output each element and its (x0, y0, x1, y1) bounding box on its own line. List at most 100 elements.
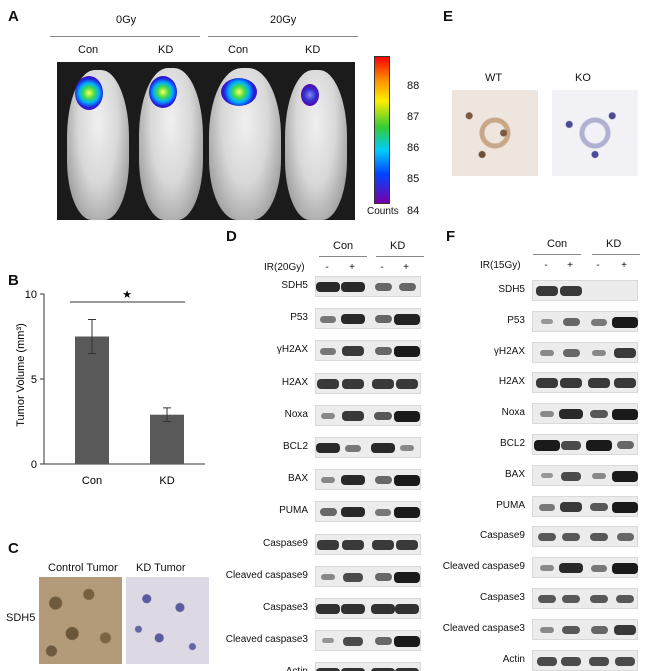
blot-band (340, 314, 366, 325)
blot-row-label: PUMA (279, 505, 308, 517)
panel-label-f: F (446, 228, 456, 245)
blot-strip (315, 340, 421, 362)
colorbar (374, 56, 390, 204)
y-tick-label: 10 (25, 289, 37, 301)
ihc-label-ko: KO (575, 72, 591, 84)
blot-group-con: Con (333, 240, 354, 252)
blot-band (371, 378, 395, 389)
dose-label-0gy: 0Gy (116, 14, 137, 26)
blot-band (320, 316, 336, 324)
dose-label-20gy: 20Gy (270, 14, 297, 26)
blot-band (613, 347, 637, 358)
blot-strip (532, 434, 638, 455)
blot-strip (532, 280, 638, 301)
blot-band (561, 595, 581, 603)
blot-band (535, 286, 559, 296)
blot-band (394, 314, 420, 326)
blot-strip (532, 588, 638, 609)
blot-band (588, 656, 610, 666)
blot-band (395, 378, 419, 389)
blot-band (558, 409, 584, 420)
ihc-col-kd: KD Tumor (136, 562, 186, 574)
blot-band (315, 282, 341, 292)
blot-band (371, 539, 395, 550)
panel-label-b: B (8, 272, 19, 289)
blot-band (394, 507, 420, 519)
blot-strip (315, 437, 421, 458)
blot-band (341, 410, 365, 421)
panel-label-c: C (8, 540, 19, 557)
blot-band (616, 533, 634, 542)
panel-label-a: A (8, 8, 19, 25)
blot-row-label: Caspase3 (262, 602, 308, 613)
blot-band (340, 282, 366, 292)
blot-sign-plus: + (621, 260, 627, 271)
blot-band (560, 656, 582, 666)
blot-band (559, 286, 583, 296)
blot-band (374, 315, 392, 324)
blot-strip (315, 501, 421, 523)
blot-band (612, 563, 638, 575)
panel-label-d: D (226, 228, 237, 245)
x-tick-label-con: Con (82, 475, 102, 487)
blot-band (561, 533, 581, 542)
ihc-ko-lung (552, 90, 638, 176)
blot-band (341, 604, 365, 614)
blot-band (591, 318, 607, 326)
panel-label-e: E (443, 8, 454, 25)
blot-band (316, 604, 340, 614)
blot-strip (315, 372, 421, 394)
blot-group-kd: KD (606, 238, 622, 250)
significance-star: ★ (122, 288, 132, 301)
blot-strip (532, 341, 638, 363)
blot-band (589, 533, 609, 542)
blot-row-label: BCL2 (499, 438, 525, 449)
blot-sign-plus: + (349, 262, 355, 273)
blot-band (586, 440, 612, 451)
blot-band (591, 565, 607, 573)
blot-band (559, 378, 583, 389)
blot-band (342, 637, 364, 647)
blot-band (321, 573, 335, 580)
blot-band (589, 595, 609, 603)
blot-strip (532, 372, 638, 394)
blot-band (613, 378, 637, 389)
blot-group-rule (533, 254, 581, 255)
blot-strip (315, 469, 421, 491)
blot-sign-plus: + (567, 260, 573, 271)
blot-band (374, 637, 392, 646)
group-label-con-20: Con (228, 44, 249, 56)
blot-band (320, 348, 336, 356)
blot-row-label: Actin (198, 666, 308, 671)
blot-band (398, 283, 416, 291)
blot-row-label: Actin (502, 653, 525, 665)
blot-strip (315, 598, 421, 619)
blot-band (561, 625, 581, 634)
blot-band (616, 441, 634, 449)
blot-band (534, 440, 560, 451)
blot-band (394, 636, 420, 648)
blot-band (613, 624, 637, 635)
blot-row-label: γH2AX (493, 345, 525, 357)
blot-band (541, 318, 553, 324)
error-bar-kd (163, 407, 171, 422)
blot-band (394, 346, 420, 358)
blot-band (374, 347, 392, 356)
blot-row-label: H2AX (498, 376, 525, 388)
blot-band (394, 571, 420, 583)
blot-sign-minus: - (325, 262, 329, 273)
bar-con (75, 336, 109, 464)
blot-sign-minus: - (380, 262, 384, 273)
blot-strip (532, 557, 638, 579)
signal-kd-0gy (149, 76, 177, 108)
blot-strip (315, 404, 421, 426)
blot-band (316, 378, 340, 389)
signal-con-20gy (221, 78, 257, 106)
blot-row-label: P53 (507, 314, 525, 326)
blot-band (540, 349, 554, 356)
blot-strip (532, 403, 638, 425)
blot-band (612, 316, 638, 328)
blot-band (321, 477, 335, 484)
blot-band (374, 572, 392, 581)
blot-band (322, 638, 334, 644)
